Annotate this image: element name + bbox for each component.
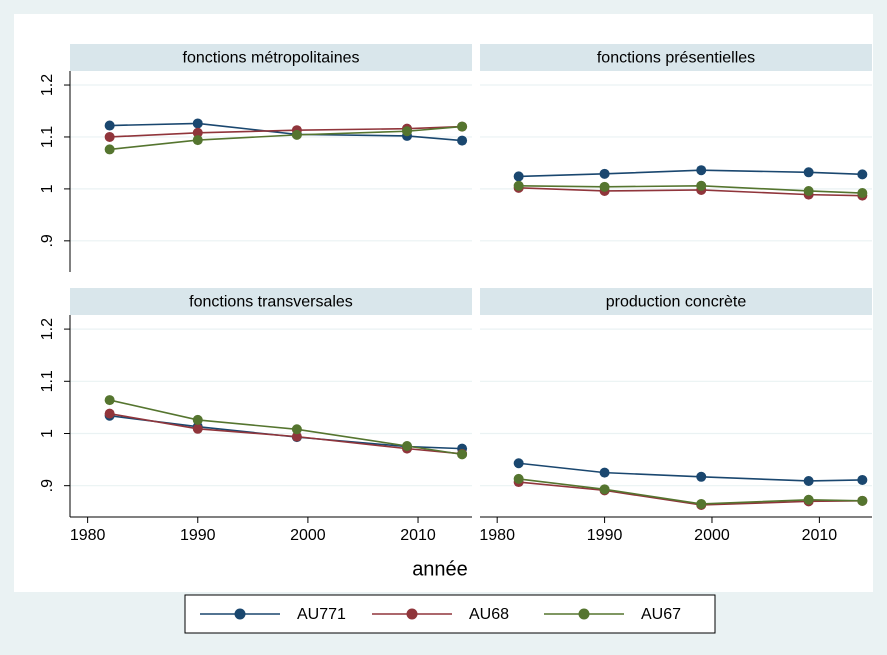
data-point [803,167,814,178]
data-point [803,494,814,505]
data-point [192,135,203,146]
legend-label: AU67 [641,606,681,623]
y-tick-label: 1 [39,429,56,438]
data-point [513,171,524,182]
data-point [696,180,707,191]
y-tick-label: 1 [39,184,56,193]
legend-label: AU771 [297,606,346,623]
data-point [857,188,868,199]
data-point [192,414,203,425]
panel-title: fonctions métropolitaines [183,50,360,67]
data-point [104,144,115,155]
data-point [192,423,203,434]
y-tick-label: 1.2 [39,318,56,340]
panel-title: fonctions transversales [189,294,353,311]
data-point [291,431,302,442]
x-axis-title: année [412,558,468,580]
data-point [104,408,115,419]
data-point [192,118,203,129]
data-point [696,498,707,509]
y-tick-label: 1.2 [39,74,56,96]
x-tick-label: 1980 [479,527,515,544]
data-point [803,475,814,486]
legend-marker [234,608,246,620]
data-point [192,127,203,138]
x-tick-label: 2000 [290,527,326,544]
x-tick-label: 2010 [400,527,436,544]
data-point [104,395,115,406]
y-tick-label: 1.1 [39,370,56,392]
data-point [857,474,868,485]
data-point [291,424,302,435]
panel-strip [70,44,472,71]
x-tick-label: 2010 [802,527,838,544]
panel-title: production concrète [606,294,747,311]
data-point [857,495,868,506]
panel-strip [480,44,872,71]
data-point [457,449,468,460]
data-point [513,180,524,191]
data-point [803,185,814,196]
data-point [599,467,610,478]
data-point [402,441,413,452]
x-tick-label: 2000 [694,527,730,544]
data-point [513,458,524,469]
data-point [599,484,610,495]
y-tick-label: .9 [39,234,56,247]
data-point [104,120,115,131]
y-tick-label: 1.1 [39,126,56,148]
x-tick-label: 1980 [70,527,106,544]
data-point [696,471,707,482]
data-point [291,129,302,140]
x-tick-label: 1990 [180,527,216,544]
data-point [104,131,115,142]
data-point [402,126,413,137]
panel-title: fonctions présentielles [597,50,755,67]
data-point [599,168,610,179]
x-tick-label: 1990 [587,527,623,544]
data-point [599,181,610,192]
legend-marker [578,608,590,620]
data-point [857,169,868,180]
data-point [696,165,707,176]
data-point [457,121,468,132]
panel-strip [480,288,872,315]
data-point [457,135,468,146]
legend-marker [406,608,418,620]
legend-label: AU68 [469,606,509,623]
panel-strip [70,288,472,315]
data-point [513,473,524,484]
y-tick-label: .9 [39,479,56,492]
